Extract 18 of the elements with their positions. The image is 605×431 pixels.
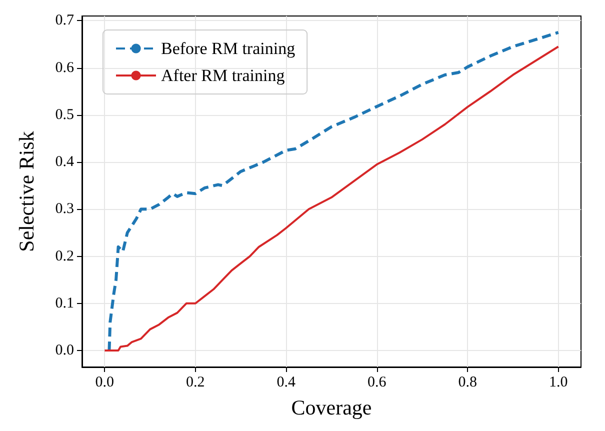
y-tick-label: 0.0 xyxy=(55,342,74,359)
y-tick-label: 0.3 xyxy=(55,201,74,218)
y-tick-label: 0.2 xyxy=(55,248,74,264)
y-tick-label: 0.1 xyxy=(55,295,74,312)
x-tick-label: 1.0 xyxy=(548,374,568,390)
x-tick-label: 0.6 xyxy=(367,374,387,390)
x-axis-title: Coverage xyxy=(291,396,372,420)
legend-label: After RM training xyxy=(161,66,286,85)
y-axis-title: Selective Risk xyxy=(14,130,38,252)
y-tick-label: 0.6 xyxy=(55,60,74,76)
y-tick-label: 0.5 xyxy=(55,106,74,123)
y-tick-label: 0.4 xyxy=(55,154,74,170)
x-tick-label: 0.2 xyxy=(186,374,205,390)
y-tick-label: 0.7 xyxy=(55,12,74,29)
x-tick-label: 0.0 xyxy=(95,374,114,390)
x-tick-label: 0.8 xyxy=(458,374,477,390)
x-tick-label: 0.4 xyxy=(276,374,296,390)
legend-label: Before RM training xyxy=(161,39,296,58)
